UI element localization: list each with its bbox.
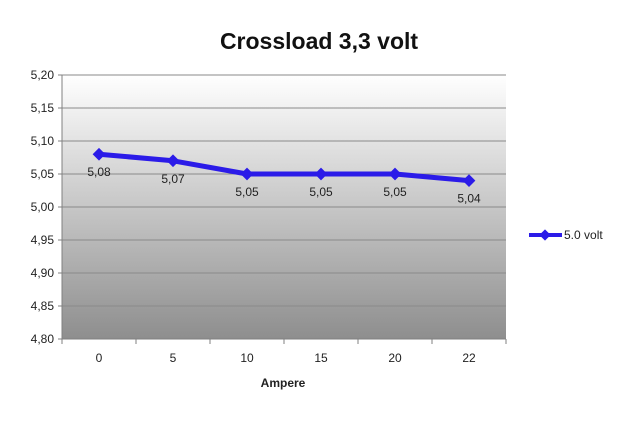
data-label: 5,05	[235, 185, 259, 199]
data-labels: 5,08 5,07 5,05 5,05 5,05 5,04	[87, 165, 481, 205]
legend: 5.0 volt	[529, 228, 603, 242]
y-axis-ticks: 4,80 4,85 4,90 4,95 5,00 5,05 5,10 5,15 5,20	[31, 68, 62, 346]
legend-marker	[539, 229, 551, 241]
x-tick-label: 0	[96, 351, 103, 365]
data-label: 5,05	[383, 185, 407, 199]
y-tick-label: 4,85	[31, 299, 55, 313]
y-tick-label: 5,00	[31, 200, 55, 214]
data-label: 5,07	[161, 172, 185, 186]
data-point	[462, 174, 476, 187]
y-tick-label: 5,10	[31, 134, 55, 148]
y-tick-label: 5,05	[31, 167, 55, 181]
series-group	[92, 147, 476, 187]
x-tick-label: 15	[314, 351, 328, 365]
y-tick-label: 5,20	[31, 68, 55, 82]
data-label: 5,08	[87, 165, 111, 179]
y-tick-label: 4,95	[31, 233, 55, 247]
data-label: 5,05	[309, 185, 333, 199]
series-line	[96, 151, 472, 184]
x-axis-title: Ampere	[261, 376, 306, 390]
data-label: 5,04	[457, 192, 481, 206]
x-tick-label: 22	[462, 351, 476, 365]
y-tick-label: 5,15	[31, 101, 55, 115]
data-point	[92, 147, 106, 161]
y-tick-label: 4,90	[31, 266, 55, 280]
x-axis-ticks: 0 5 10 15 20 22	[61, 339, 507, 365]
x-tick-label: 5	[170, 351, 177, 365]
data-point	[240, 167, 254, 181]
data-point	[166, 154, 180, 168]
data-point	[388, 167, 402, 181]
y-tick-label: 4,80	[31, 332, 55, 346]
legend-label: 5.0 volt	[564, 228, 603, 242]
data-point	[314, 167, 328, 181]
x-tick-label: 20	[388, 351, 402, 365]
chart-title: Crossload 3,3 volt	[220, 28, 418, 54]
x-tick-label: 10	[240, 351, 254, 365]
